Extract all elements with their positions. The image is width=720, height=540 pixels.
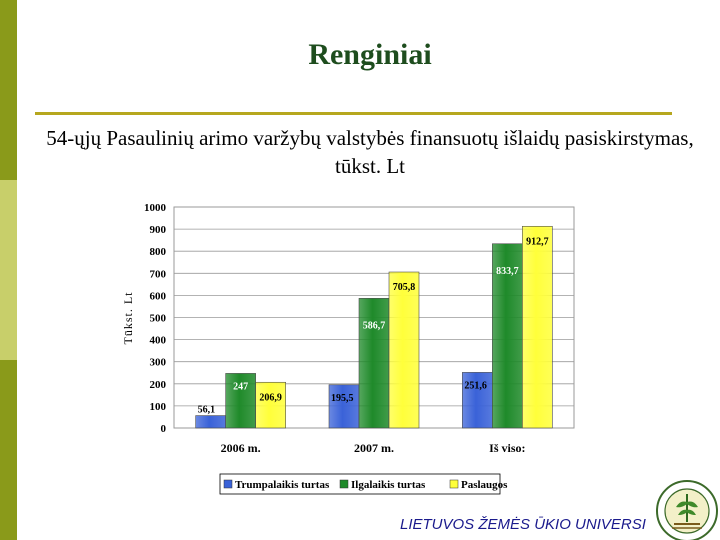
y-tick-label: 300	[150, 357, 167, 369]
chart-title: 54-ųjų Pasaulinių arimo varžybų valstybė…	[46, 126, 694, 178]
x-tick-label: 2006 m.	[221, 441, 261, 455]
legend-swatch	[339, 479, 349, 489]
x-tick-label: 2007 m.	[354, 441, 394, 455]
y-tick-label: 1000	[144, 202, 167, 214]
y-tick-label: 800	[150, 246, 167, 258]
y-axis-label: Tūkst. Lt	[121, 292, 135, 345]
y-tick-label: 700	[150, 268, 167, 280]
bar-0-0	[195, 415, 226, 429]
y-tick-label: 400	[150, 335, 167, 347]
data-label: 586,7	[363, 320, 386, 331]
legend-box	[219, 473, 501, 495]
accent-segment-top	[0, 0, 17, 180]
title-divider	[35, 112, 672, 115]
accent-segment-middle	[0, 180, 17, 360]
y-tick-label: 100	[150, 401, 167, 413]
data-label: 247	[233, 381, 248, 392]
bar-2-2	[522, 225, 553, 429]
accent-segment-bottom	[0, 360, 17, 540]
y-tick-label: 600	[150, 290, 167, 302]
legend-label: Trumpalaikis turtas	[235, 479, 330, 491]
legend-swatch	[449, 479, 459, 489]
y-tick-label: 900	[150, 224, 167, 236]
y-tick-label: 500	[150, 313, 167, 325]
bar-2-1	[388, 271, 420, 429]
data-label: 833,7	[496, 266, 519, 277]
bar-1-1	[358, 298, 390, 429]
slide-title: Renginiai	[308, 38, 432, 71]
bar-2-0	[255, 381, 286, 429]
data-label: 705,8	[393, 282, 416, 293]
legend-swatch	[223, 479, 233, 489]
data-label: 912,7	[526, 236, 549, 247]
legend-label: Paslaugos	[461, 479, 508, 491]
x-tick-label: Iš viso:	[489, 441, 525, 455]
left-accent-bar	[0, 0, 17, 540]
bar-0-1	[328, 384, 360, 429]
data-label: 56,1	[198, 405, 216, 416]
y-tick-label: 200	[150, 379, 167, 391]
bar-1-0	[225, 373, 256, 429]
y-tick-label: 0	[161, 423, 167, 435]
data-label: 206,9	[259, 392, 282, 403]
legend-label: Ilgalaikis turtas	[351, 479, 426, 491]
data-label: 195,5	[331, 393, 354, 404]
data-label: 251,6	[464, 380, 487, 391]
footer-university-name: LIETUVOS ŽEMĖS ŪKIO UNIVERSI	[400, 516, 646, 533]
university-seal-icon	[656, 480, 718, 540]
